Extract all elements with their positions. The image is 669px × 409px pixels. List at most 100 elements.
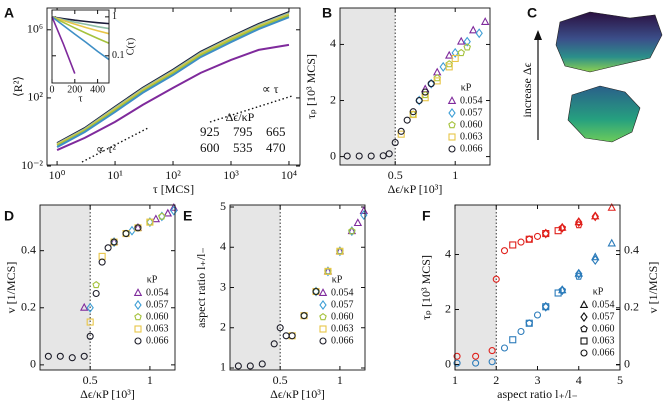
marker bbox=[558, 223, 567, 232]
marker bbox=[580, 349, 588, 357]
x-tick-label: 0 bbox=[50, 84, 55, 95]
x-tick-label: 1 bbox=[147, 373, 153, 387]
marker bbox=[319, 300, 327, 310]
axes-frame bbox=[39, 204, 176, 371]
marker bbox=[134, 313, 142, 321]
marker bbox=[92, 289, 100, 298]
marker bbox=[110, 238, 118, 246]
marker bbox=[397, 130, 405, 138]
panel-c: C increase Δϵ bbox=[520, 5, 663, 143]
marker bbox=[591, 252, 600, 261]
marker bbox=[533, 232, 542, 240]
marker bbox=[409, 108, 417, 116]
series-line bbox=[51, 16, 76, 74]
marker bbox=[525, 235, 534, 243]
marker bbox=[580, 337, 588, 345]
marker bbox=[509, 241, 517, 249]
marker bbox=[468, 25, 478, 34]
marker bbox=[554, 289, 562, 297]
axes-frame bbox=[229, 204, 366, 371]
marker bbox=[403, 116, 411, 124]
marker bbox=[444, 50, 454, 59]
legend-entry: 0.066 bbox=[331, 335, 354, 346]
marker bbox=[312, 287, 320, 296]
x-axis-label: aspect ratio l₊/l₋ bbox=[497, 387, 578, 401]
marker bbox=[445, 60, 453, 68]
marker bbox=[525, 319, 533, 327]
marker bbox=[433, 74, 441, 82]
marker bbox=[282, 332, 290, 340]
marker bbox=[391, 139, 399, 147]
marker bbox=[574, 221, 583, 229]
marker bbox=[448, 108, 456, 118]
marker bbox=[542, 229, 550, 238]
y-tick-label: 1 bbox=[220, 360, 226, 374]
x-tick-label: 0.5 bbox=[83, 373, 98, 387]
axes-frame bbox=[46, 7, 301, 166]
y-axis-label: τₚ [10³ MCS] bbox=[419, 255, 433, 320]
marker bbox=[98, 252, 106, 260]
x-axis-label: Δϵ/κP [10³] bbox=[80, 387, 135, 401]
marker bbox=[163, 208, 173, 217]
marker bbox=[542, 303, 550, 311]
marker bbox=[234, 362, 242, 370]
y-tick-label: 0.2 bbox=[21, 300, 36, 314]
y-tick-label: 4 bbox=[220, 239, 226, 253]
legend-entry: 0.063 bbox=[592, 335, 615, 346]
axes-frame bbox=[454, 204, 621, 371]
x-tick-label: 1 bbox=[452, 373, 458, 387]
series-line bbox=[56, 43, 290, 151]
marker bbox=[574, 217, 583, 226]
shaded-region bbox=[40, 205, 91, 370]
annotation: increase Δϵ bbox=[520, 62, 534, 117]
panel-letter: A bbox=[4, 5, 14, 21]
marker bbox=[472, 352, 480, 360]
marker bbox=[575, 217, 583, 228]
marker bbox=[492, 275, 500, 283]
marker bbox=[463, 36, 471, 47]
series-line bbox=[51, 16, 110, 30]
marker bbox=[355, 152, 363, 160]
marker bbox=[451, 54, 459, 63]
marker bbox=[336, 247, 344, 255]
arrow-head bbox=[534, 30, 542, 40]
reference-line bbox=[81, 127, 149, 163]
series-line bbox=[56, 14, 290, 147]
axes-frame bbox=[51, 9, 110, 84]
y-tick-label: 0 bbox=[330, 148, 336, 162]
marker bbox=[122, 229, 130, 238]
marker bbox=[86, 302, 94, 313]
marker bbox=[448, 121, 456, 129]
legend-entry: 0.057 bbox=[331, 299, 354, 310]
marker bbox=[319, 313, 327, 321]
y-tick-label: 0 bbox=[30, 357, 36, 371]
legend-entry: 0.060 bbox=[592, 323, 615, 334]
marker bbox=[385, 150, 393, 158]
marker bbox=[517, 238, 525, 246]
marker bbox=[319, 337, 327, 345]
marker bbox=[574, 268, 583, 277]
legend-entry: 0.054 bbox=[146, 287, 169, 298]
marker bbox=[451, 47, 459, 58]
marker bbox=[488, 358, 496, 366]
y-axis-label: C(τ) bbox=[125, 38, 136, 55]
marker bbox=[151, 214, 161, 223]
marker bbox=[415, 95, 423, 106]
marker bbox=[456, 36, 466, 45]
y-tick-label: 5 bbox=[220, 199, 226, 213]
legend-entry: 925 bbox=[200, 124, 220, 139]
marker bbox=[453, 359, 461, 367]
marker bbox=[246, 362, 254, 370]
y-tick-label: 10⁻² bbox=[21, 158, 43, 172]
legend-entry: 0.060 bbox=[460, 119, 483, 130]
x-tick-label: 3 bbox=[535, 373, 541, 387]
marker bbox=[170, 205, 178, 216]
marker bbox=[409, 110, 417, 119]
cell-shape bbox=[555, 11, 663, 73]
marker bbox=[480, 17, 490, 25]
x-axis-label: Δϵ/κP [10³] bbox=[388, 182, 443, 196]
y2-axis-label: v [1/MCS] bbox=[646, 262, 660, 314]
series-line bbox=[51, 16, 110, 61]
legend-title: κP bbox=[593, 286, 604, 297]
